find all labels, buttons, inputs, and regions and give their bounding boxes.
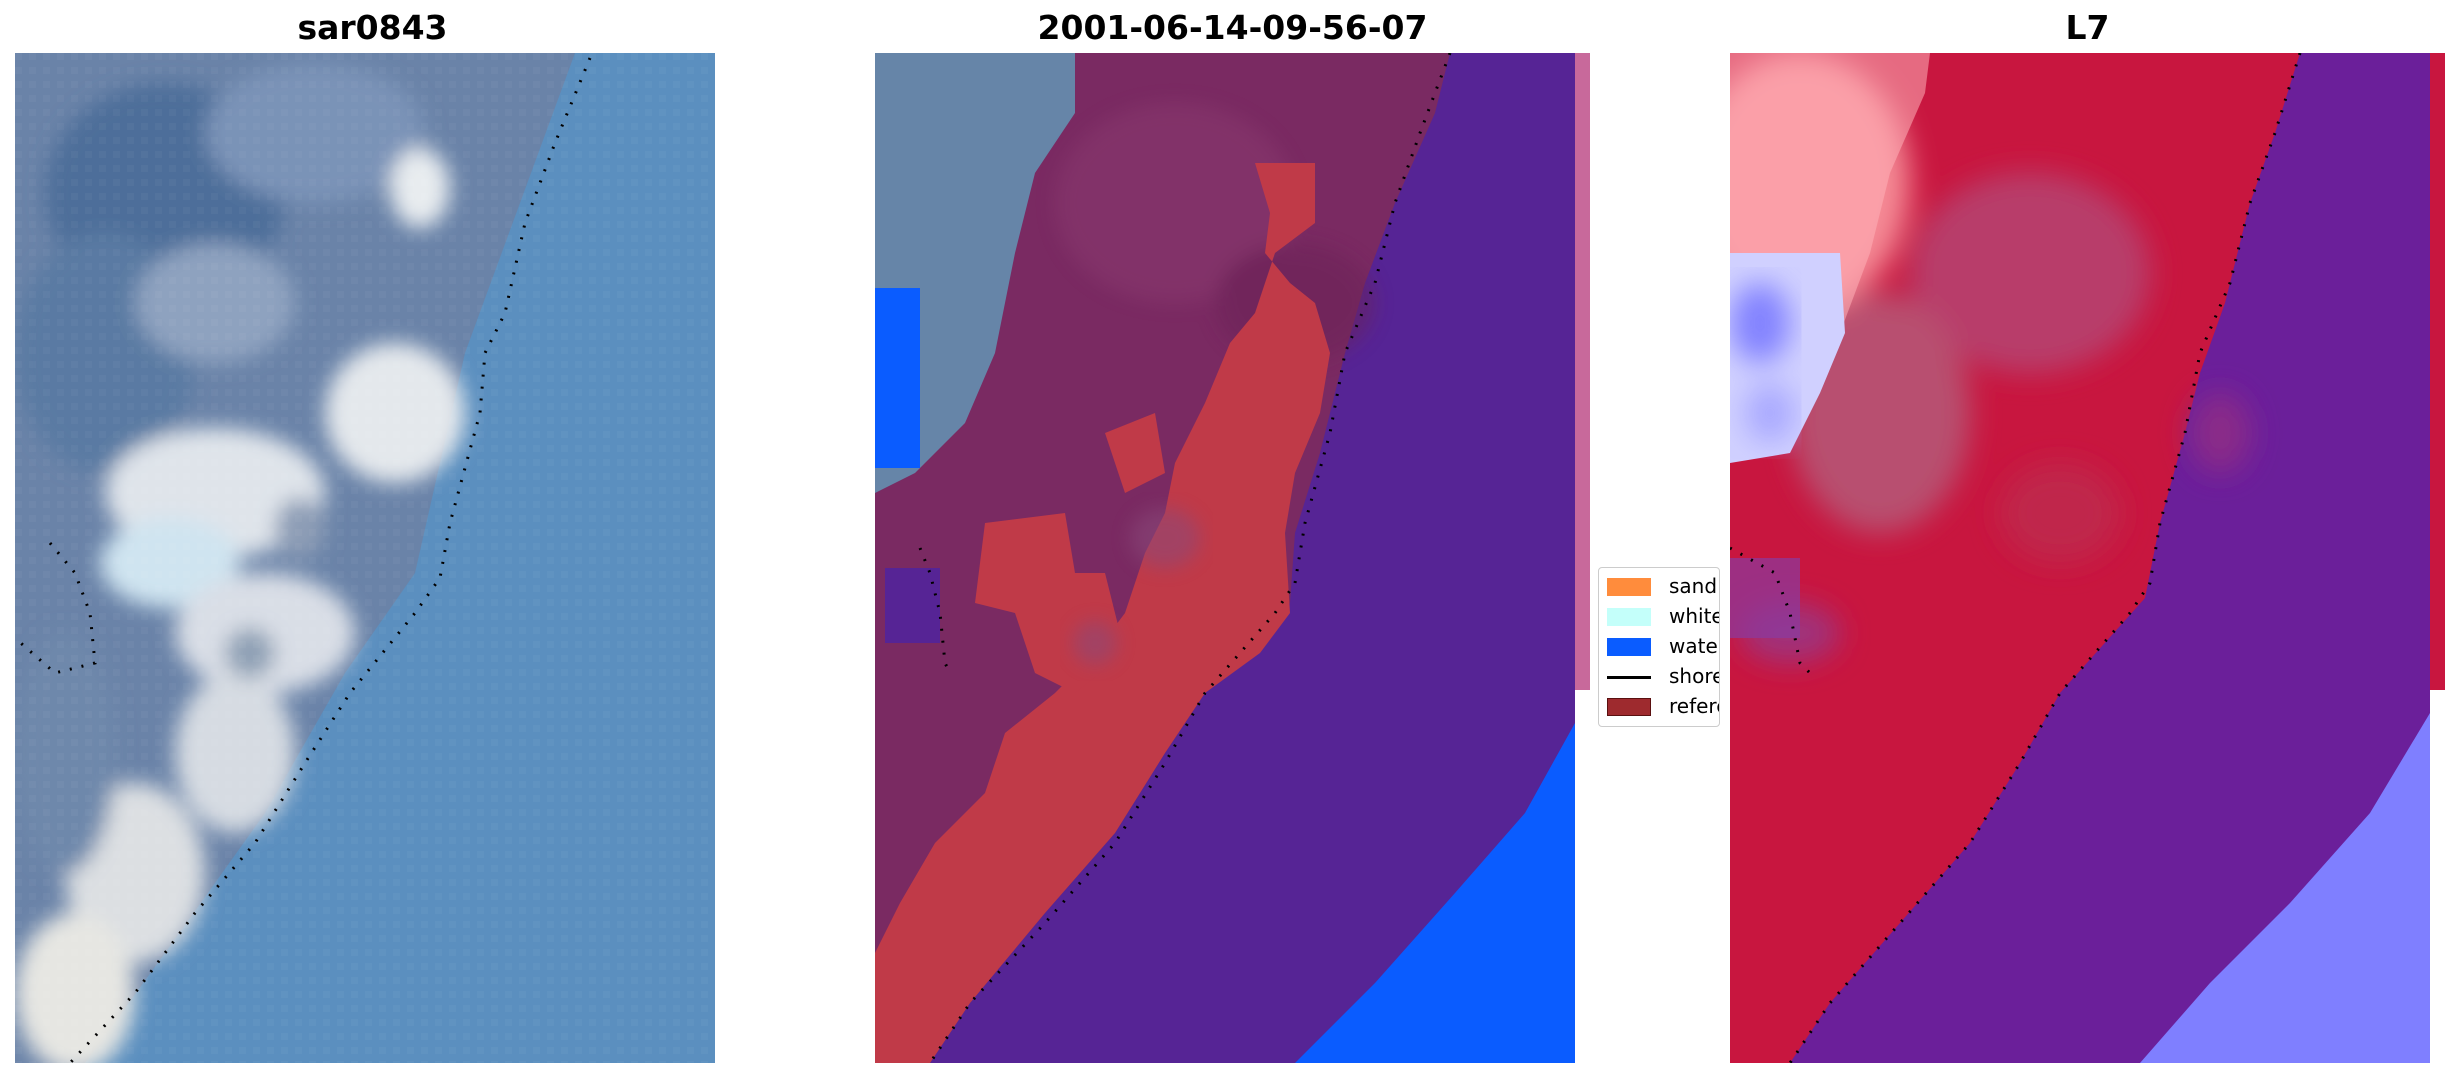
legend-item-sand: sand [1607,572,1719,598]
water-swatch [1607,638,1651,656]
classified-image [875,53,1575,1063]
panel-title-rgb: sar0843 [297,8,448,47]
index-image [1730,53,2430,1063]
legend-label-whitewater: whitewater [1669,604,1720,628]
legend-item-whitewater: whitewater [1607,602,1720,628]
whitewater-swatch [1607,608,1651,626]
legend-label-reference-shoreline: reference shoreline [1669,694,1719,718]
index-edge-strip [2430,53,2445,690]
legend-item-shoreline: shoreline [1607,662,1719,688]
legend: sand whitewater water shoreline referenc… [1598,567,1720,727]
legend-item-reference-shoreline: reference shoreline [1607,692,1719,718]
panel-title-index: L7 [2065,8,2110,47]
legend-label-shoreline: shoreline [1669,664,1719,688]
reference-shoreline-swatch [1607,698,1651,716]
panel-rgb: sar0843 [0,0,745,1078]
shoreline-line-swatch [1607,676,1651,679]
legend-label-water: water [1669,634,1719,658]
panel-title-classified: 2001-06-14-09-56-07 [1037,8,1428,47]
panel-classified: 2001-06-14-09-56-07 [860,0,1605,1078]
panel-index: L7 [1715,0,2460,1078]
legend-item-water: water [1607,632,1719,658]
rgb-image [15,53,715,1063]
sand-swatch [1607,578,1651,596]
classified-edge-strip [1575,53,1590,690]
legend-label-sand: sand [1669,574,1718,598]
